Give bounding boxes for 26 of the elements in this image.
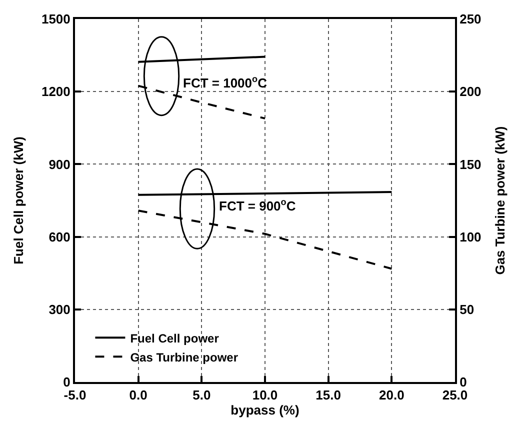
x-tick-label: 15.0: [316, 388, 341, 403]
x-tick-label: 25.0: [442, 388, 468, 403]
y-tick-label: 600: [48, 229, 70, 244]
x-tick-label: -5.0: [64, 388, 86, 403]
x-tick-label: 5.0: [192, 388, 211, 403]
y-tick-label: 900: [48, 156, 70, 172]
y2-tick-label: 100: [460, 229, 482, 244]
x-tick-label: 0.0: [129, 388, 148, 403]
y2-tick-label: 250: [460, 12, 482, 27]
annotation: FCT = 1000$^{o}$C: [183, 74, 268, 90]
y2-tick-label: 0: [460, 374, 467, 390]
x-tick-label: 10.0: [252, 388, 278, 403]
x-axis-title: bypass (%): [230, 402, 300, 418]
y-tick-label: 1500: [41, 12, 70, 27]
annotation: FCT = 900$^{o}$C: [219, 197, 296, 214]
y2-tick-label: 150: [460, 156, 482, 172]
y2-tick-label: 200: [460, 84, 482, 100]
x-tick-label: 20.0: [379, 388, 404, 403]
y-axis-title: Fuel Cell power (kW): [10, 136, 26, 264]
y-tick-label: 1200: [41, 84, 70, 100]
y-tick-label: 300: [48, 302, 70, 317]
legend-label: Gas Turbine power: [130, 350, 238, 364]
legend-label: Fuel Cell power: [130, 331, 220, 346]
y2-tick-label: 50: [460, 302, 474, 317]
y-tick-label: 0: [63, 374, 70, 390]
y2-axis-title: Gas Turbine power (kW): [492, 126, 508, 275]
